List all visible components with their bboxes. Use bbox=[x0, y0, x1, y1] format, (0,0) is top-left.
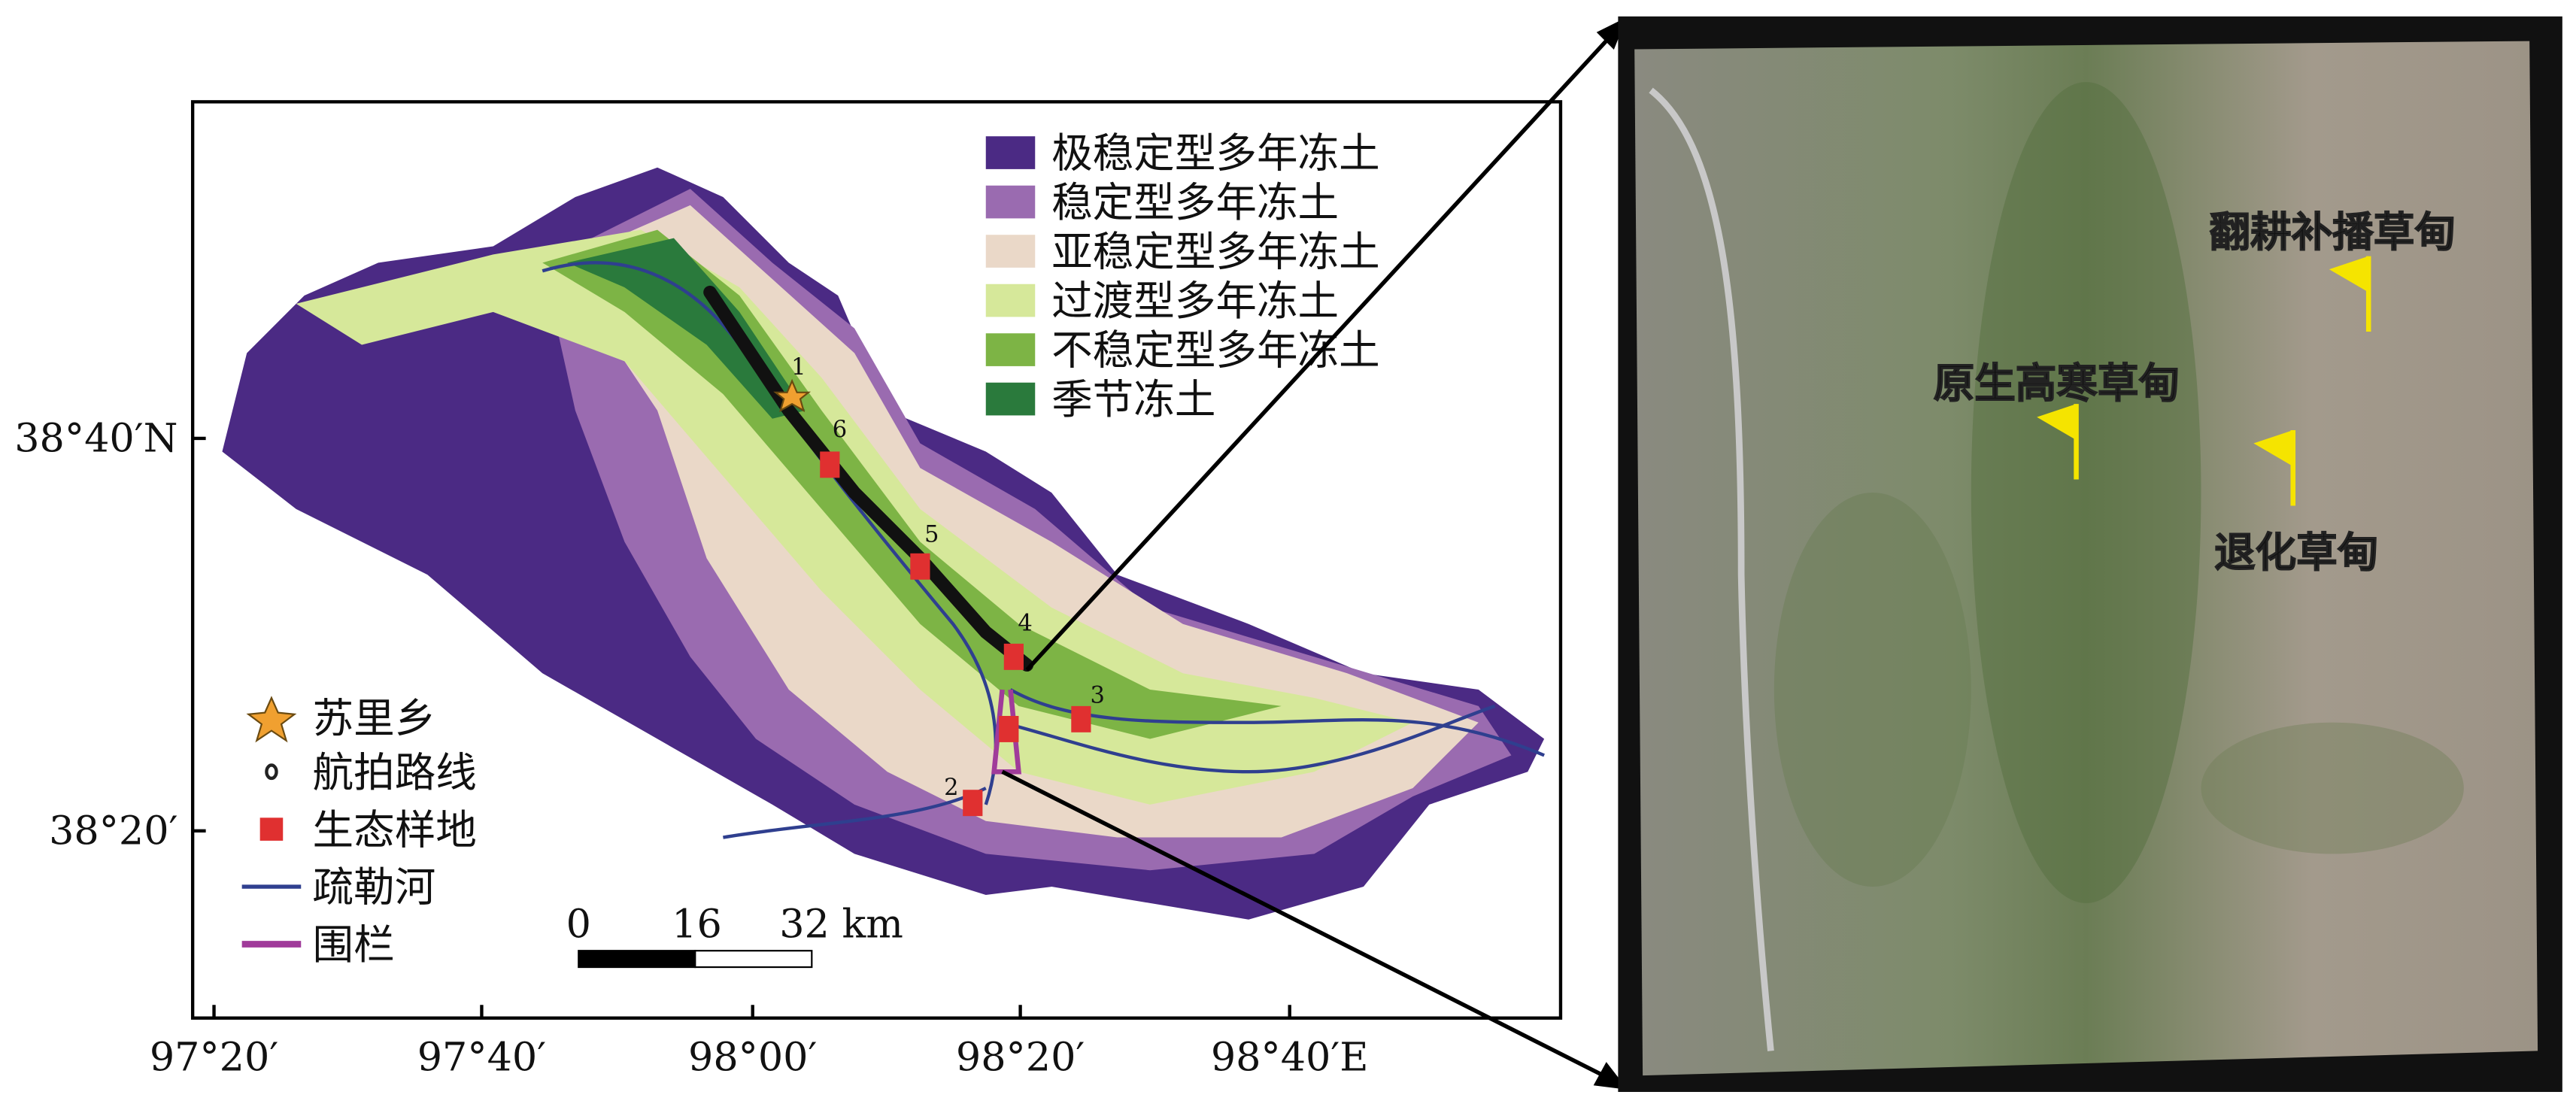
legend-swatch bbox=[985, 136, 1036, 169]
site-label: 1 bbox=[791, 354, 806, 381]
site-marker bbox=[963, 790, 983, 817]
photo-label: 翻耕补播草甸 bbox=[2209, 208, 2455, 256]
scale-label: 16 bbox=[672, 902, 722, 948]
x-tick-label: 98°20′ bbox=[956, 1035, 1085, 1081]
site-label: 2 bbox=[944, 775, 958, 801]
legend-label: 稳定型多年冻土 bbox=[1051, 178, 1339, 226]
legend-label: 航拍路线 bbox=[313, 748, 477, 796]
scale-label: 32 km bbox=[779, 902, 903, 948]
basin bbox=[222, 167, 1545, 920]
aerial-photo bbox=[1634, 41, 2538, 1076]
legend-route bbox=[265, 763, 278, 781]
legend-label: 围栏 bbox=[313, 920, 395, 969]
legend-swatch bbox=[985, 185, 1036, 219]
scale-bar bbox=[578, 950, 813, 969]
flag bbox=[2329, 256, 2369, 293]
legend-label: 亚稳定型多年冻土 bbox=[1051, 228, 1380, 276]
legend-label: 极稳定型多年冻土 bbox=[1051, 129, 1380, 177]
site-label: 6 bbox=[833, 417, 847, 443]
legend-swatch bbox=[985, 382, 1036, 416]
legend-label: 季节冻土 bbox=[1051, 375, 1215, 423]
x-tick-label: 98°40′E bbox=[1211, 1035, 1369, 1081]
y-tick-label: 38°20′ bbox=[49, 808, 177, 854]
site-marker bbox=[1003, 643, 1024, 670]
flag bbox=[2253, 430, 2293, 467]
legend-label: 疏勒河 bbox=[313, 863, 436, 911]
site-marker bbox=[910, 553, 930, 580]
photo-label: 退化草甸 bbox=[2214, 528, 2378, 576]
zoom-arrows bbox=[1001, 17, 1628, 1090]
flag bbox=[2037, 404, 2077, 441]
site-marker bbox=[1071, 705, 1091, 732]
y-tick-label: 38°40′N bbox=[14, 415, 177, 461]
town-star bbox=[773, 378, 812, 413]
legend-swatch bbox=[985, 333, 1036, 366]
x-tick-label: 98°00′ bbox=[688, 1035, 817, 1081]
site-label: 3 bbox=[1091, 683, 1105, 709]
legend-label: 苏里乡 bbox=[313, 694, 436, 742]
x-tick-label: 97°40′ bbox=[417, 1035, 546, 1081]
legend-swatch bbox=[985, 284, 1036, 317]
scale-label: 0 bbox=[566, 902, 591, 948]
site-marker bbox=[999, 715, 1019, 742]
site-label: 5 bbox=[924, 522, 939, 548]
legend-label: 不稳定型多年冻土 bbox=[1051, 326, 1380, 375]
x-tick-label: 97°20′ bbox=[150, 1035, 278, 1081]
legend-star bbox=[246, 696, 297, 743]
legend-label: 生态样地 bbox=[313, 805, 477, 854]
legend-label: 过渡型多年冻土 bbox=[1051, 277, 1339, 325]
site-marker bbox=[820, 451, 840, 478]
legend-site bbox=[259, 817, 284, 841]
legend-swatch bbox=[985, 235, 1036, 268]
site-label: 4 bbox=[1018, 610, 1032, 636]
photo-label: 原生高寒草甸 bbox=[1934, 359, 2180, 407]
